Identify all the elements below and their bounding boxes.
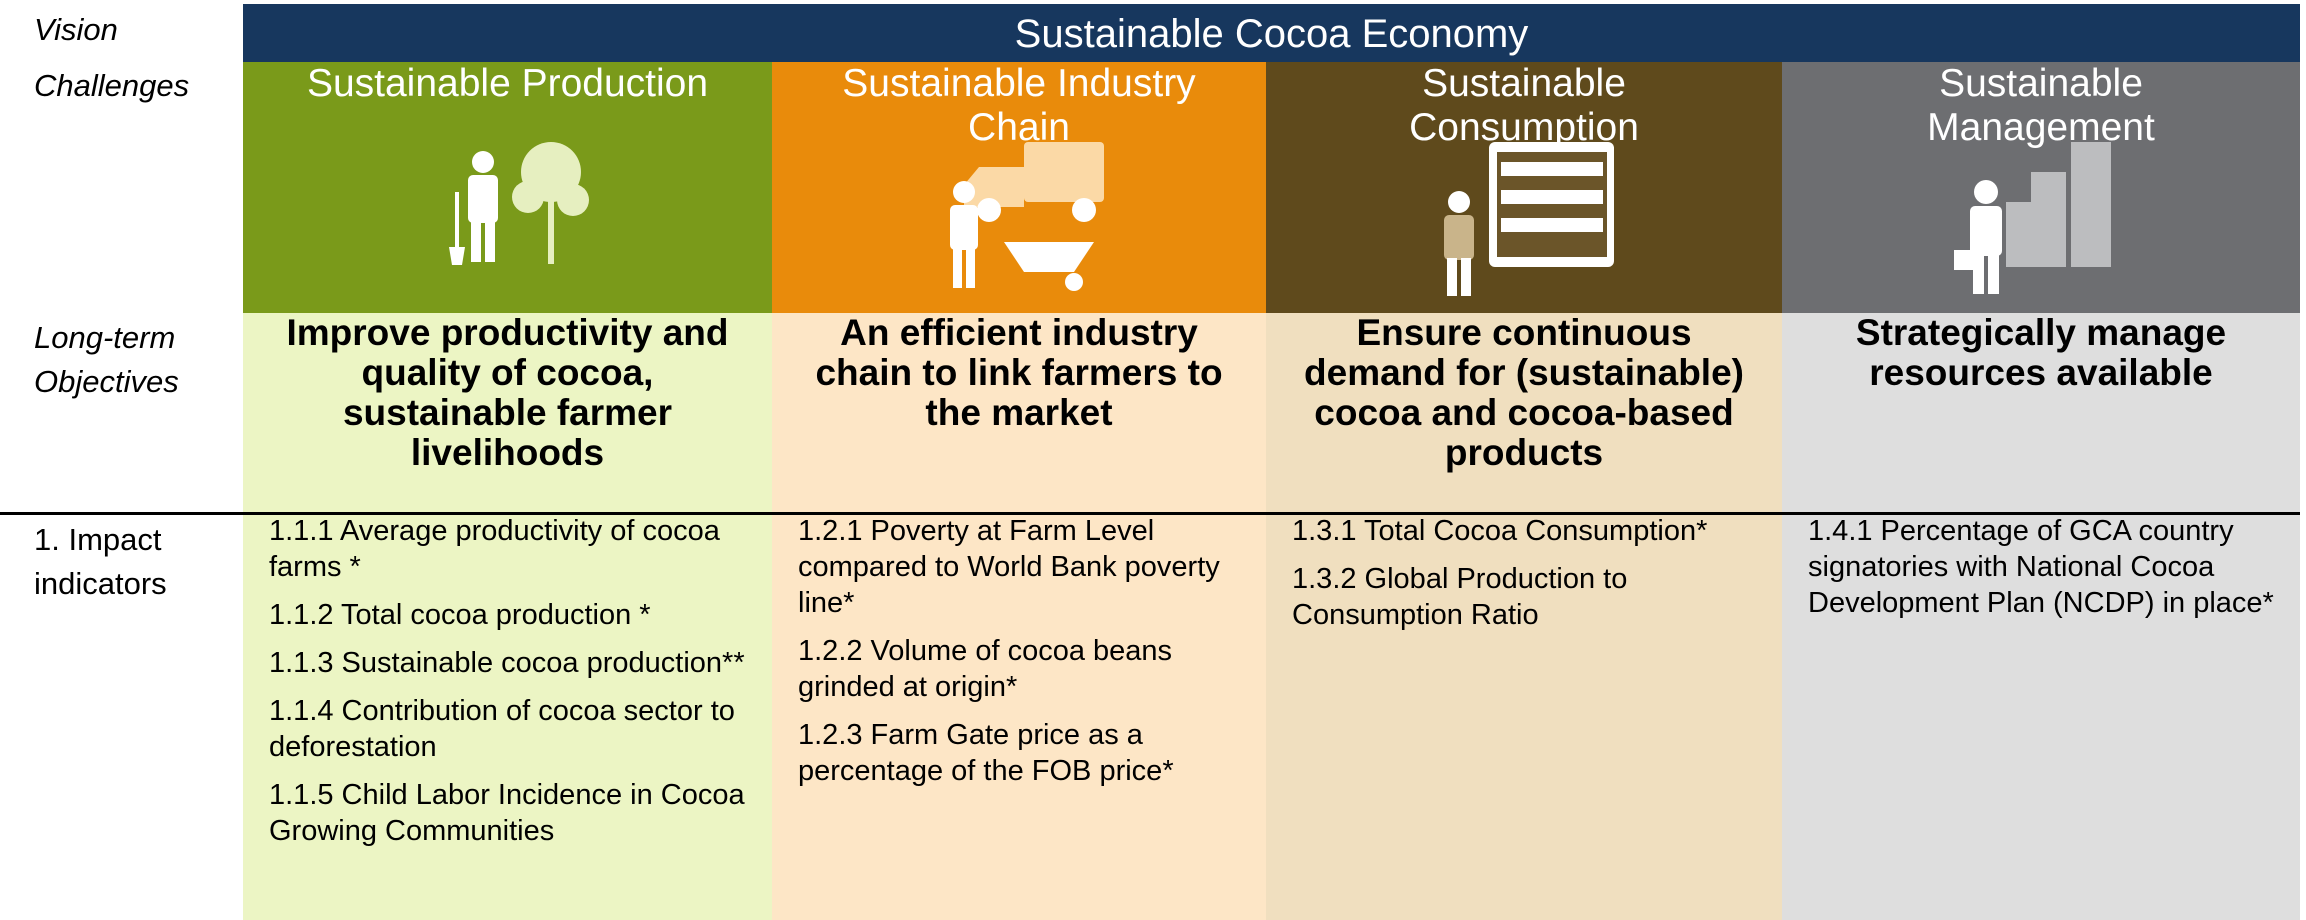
objectives-label: Long-term Objectives [34, 320, 179, 399]
objective-text: Ensure continuous demand for (sustainabl… [1304, 312, 1744, 473]
challenge-icon [950, 142, 1104, 291]
vision-title: Sustainable Cocoa Economy [243, 4, 2300, 62]
indicator: 1.2.1 Poverty at Farm Level compared to … [798, 515, 1220, 619]
indicator-list: 1.3.1 Total Cocoa Consumption* 1.3.2 Glob… [1266, 513, 1782, 633]
indicator: 1.1.1 Average productivity of cocoa farm… [269, 515, 720, 583]
challenge-cell: Sustainable Production [243, 62, 772, 313]
challenge-icon [1954, 142, 2111, 294]
vision-label: Vision [34, 12, 118, 47]
challenge-title: Sustainable Consumption [1409, 62, 1639, 149]
indicator-cell: 1.1.1 Average productivity of cocoa farm… [243, 513, 772, 920]
objective-cell: An efficient industry chain to link farm… [772, 313, 1266, 513]
indicator: 1.2.3 Farm Gate price as a percentage of… [798, 719, 1174, 787]
objective-cell: Ensure continuous demand for (sustainabl… [1266, 313, 1782, 513]
challenge-icon [448, 142, 589, 265]
indicator-list: 1.2.1 Poverty at Farm Level compared to … [772, 513, 1266, 789]
objective-text: Improve productivity and quality of coco… [286, 312, 729, 473]
indicator: 1.1.5 Child Labor Incidence in Cocoa Gro… [269, 779, 745, 847]
challenge-title: Sustainable Industry Chain [842, 62, 1196, 149]
indicator: 1.3.1 Total Cocoa Consumption* [1292, 515, 1708, 547]
challenge-title: Sustainable Management [1927, 62, 2155, 149]
indicator-cell: 1.3.1 Total Cocoa Consumption* 1.3.2 Glob… [1266, 513, 1782, 920]
indicator-list: 1.4.1 Percentage of GCA country signator… [1782, 513, 2300, 621]
objective-text: Strategically manage resources available [1855, 312, 2227, 393]
indicators-label: 1. Impact indicators [34, 522, 167, 601]
challenge-cell: Sustainable Industry Chain [772, 62, 1266, 313]
indicator: 1.3.2 Global Production to Consumption R… [1292, 563, 1628, 631]
indicator: 1.1.2 Total cocoa production * [269, 599, 651, 631]
challenges-label: Challenges [34, 68, 190, 103]
indicator: 1.4.1 Percentage of GCA country signator… [1808, 515, 2274, 619]
divider [0, 512, 2300, 515]
challenge-cell: Sustainable Consumption [1266, 62, 1782, 313]
indicator: 1.1.4 Contribution of cocoa sector to de… [269, 695, 735, 763]
challenge-cell: Sustainable Management [1782, 62, 2300, 313]
challenge-title: Sustainable Production [306, 62, 709, 105]
indicator: 1.1.3 Sustainable cocoa production** [269, 647, 745, 679]
objective-text: An efficient industry chain to link farm… [815, 312, 1223, 433]
indicator-list: 1.1.1 Average productivity of cocoa farm… [243, 513, 772, 849]
indicator: 1.2.2 Volume of cocoa beans grinded at o… [798, 635, 1173, 703]
indicator-cell: 1.2.1 Poverty at Farm Level compared to … [772, 513, 1266, 920]
challenge-icon [1444, 142, 1614, 296]
objective-cell: Improve productivity and quality of coco… [243, 313, 772, 513]
objective-cell: Strategically manage resources available [1782, 313, 2300, 513]
indicator-cell: 1.4.1 Percentage of GCA country signator… [1782, 513, 2300, 920]
